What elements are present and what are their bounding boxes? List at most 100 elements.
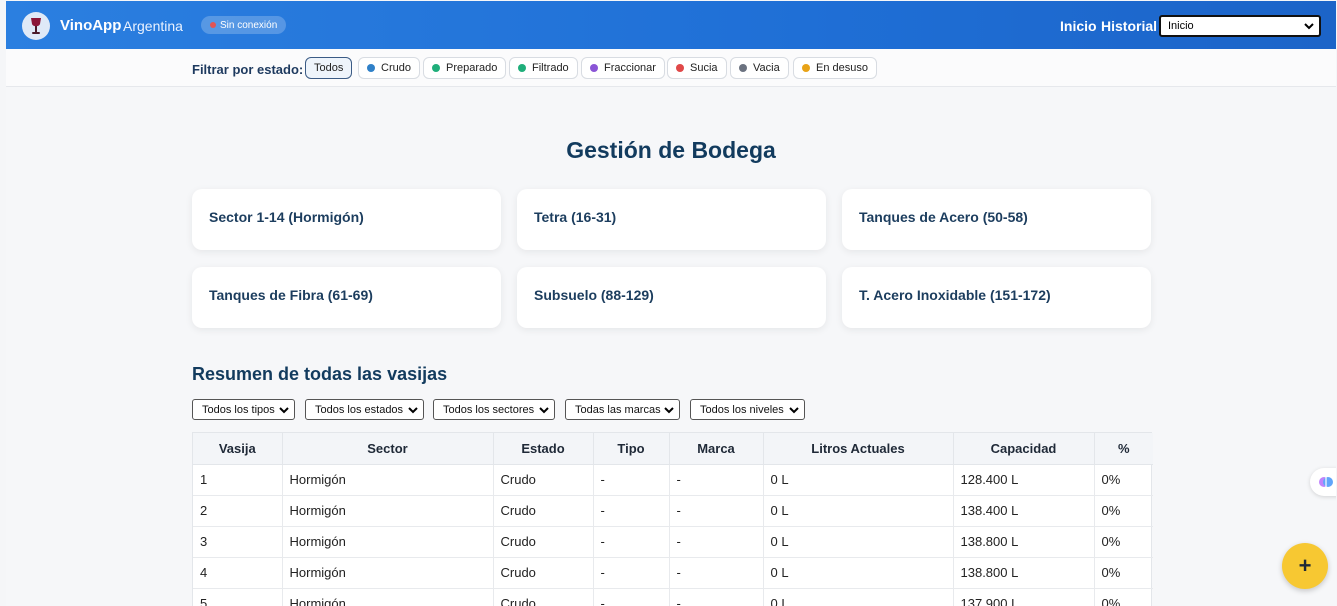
filter-chip-vacia[interactable]: Vacia bbox=[730, 57, 789, 79]
filter-chip-label: Fraccionar bbox=[604, 62, 656, 74]
filter-chip-crudo[interactable]: Crudo bbox=[358, 57, 420, 79]
filter-chip-label: Todos bbox=[314, 62, 344, 74]
summary-title: Resumen de todas las vasijas bbox=[192, 364, 448, 384]
sector-card[interactable]: Sector 1-14 (Hormigón) bbox=[192, 189, 501, 250]
page-select[interactable]: Inicio bbox=[1159, 15, 1321, 37]
chevron-down-icon bbox=[408, 407, 418, 414]
table-cell: Hormigón bbox=[282, 526, 494, 558]
sector-card[interactable]: T. Acero Inoxidable (151-172) bbox=[842, 267, 1151, 328]
table-cell: - bbox=[669, 526, 764, 558]
assistant-tab[interactable] bbox=[1310, 468, 1336, 496]
vessels-table: Vasija Sector Estado Tipo Marca Litros A… bbox=[192, 432, 1153, 606]
table-cell: - bbox=[669, 557, 764, 589]
status-dot-icon bbox=[590, 64, 598, 72]
table-header-row: Vasija Sector Estado Tipo Marca Litros A… bbox=[193, 433, 1153, 465]
filter-chip-label: Preparado bbox=[446, 62, 498, 74]
nav-link-inicio[interactable]: Inicio bbox=[1060, 18, 1097, 34]
filter-chip-label: Crudo bbox=[381, 62, 411, 74]
filter-chip-label: Sucia bbox=[690, 62, 718, 74]
table-cell: 0% bbox=[1094, 464, 1153, 496]
column-header[interactable]: Vasija bbox=[193, 433, 283, 465]
status-dot-icon bbox=[367, 64, 375, 72]
brand-name[interactable]: VinoApp bbox=[60, 17, 122, 34]
table-cell: Crudo bbox=[493, 557, 594, 589]
sector-card[interactable]: Subsuelo (88-129) bbox=[517, 267, 826, 328]
chevron-down-icon bbox=[789, 407, 799, 414]
status-dot-icon bbox=[676, 64, 684, 72]
filter-chip-en-desuso[interactable]: En desuso bbox=[793, 57, 877, 79]
connection-status-badge: Sin conexión bbox=[201, 16, 287, 34]
filter-select-nivel[interactable]: Todos los niveles bbox=[690, 399, 805, 420]
sector-card[interactable]: Tanques de Fibra (61-69) bbox=[192, 267, 501, 328]
table-row[interactable]: 5 Hormigón Crudo - - 0 L 137.900 L 0% bbox=[193, 588, 1153, 606]
table-cell: 0 L bbox=[763, 557, 954, 589]
table-cell: 0 L bbox=[763, 464, 954, 496]
column-header[interactable]: Litros Actuales bbox=[763, 433, 954, 465]
column-header[interactable]: Sector bbox=[282, 433, 494, 465]
table-cell: - bbox=[669, 464, 764, 496]
filter-chip-label: Filtrado bbox=[532, 62, 569, 74]
chevron-down-icon bbox=[664, 407, 674, 414]
app-window: VinoApp Argentina Sin conexión Inicio Hi… bbox=[6, 1, 1336, 606]
table-cell: 0 L bbox=[763, 588, 954, 606]
table-cell: 5 bbox=[193, 588, 283, 606]
column-header[interactable]: % bbox=[1094, 433, 1153, 465]
table-cell: Crudo bbox=[493, 464, 594, 496]
table-cell: Crudo bbox=[493, 495, 594, 527]
table-cell: - bbox=[593, 588, 670, 606]
table-cell: 3 bbox=[193, 526, 283, 558]
column-header[interactable]: Capacidad bbox=[953, 433, 1095, 465]
brand-country: Argentina bbox=[123, 18, 183, 34]
add-fab-button[interactable]: + bbox=[1282, 543, 1328, 589]
table-row[interactable]: 2 Hormigón Crudo - - 0 L 138.400 L 0% bbox=[193, 495, 1153, 527]
table-cell: 0% bbox=[1094, 526, 1153, 558]
filter-chip-preparado[interactable]: Preparado bbox=[423, 57, 507, 79]
brain-icon bbox=[1319, 477, 1333, 487]
table-cell: 0 L bbox=[763, 526, 954, 558]
column-header[interactable]: Estado bbox=[493, 433, 594, 465]
top-navbar: VinoApp Argentina Sin conexión Inicio Hi… bbox=[6, 1, 1336, 49]
table-cell: 138.800 L bbox=[953, 526, 1095, 558]
filter-select-estado[interactable]: Todos los estados bbox=[305, 399, 424, 420]
column-header[interactable]: Tipo bbox=[593, 433, 670, 465]
table-cell: 0 L bbox=[763, 495, 954, 527]
filter-select-value: Todos los estados bbox=[315, 403, 404, 416]
filter-chip-sucia[interactable]: Sucia bbox=[667, 57, 727, 79]
filter-chip-filtrado[interactable]: Filtrado bbox=[509, 57, 578, 79]
table-cell: 1 bbox=[193, 464, 283, 496]
table-cell: - bbox=[669, 495, 764, 527]
chevron-down-icon bbox=[539, 407, 549, 414]
status-dot-icon bbox=[518, 64, 526, 72]
sector-card[interactable]: Tanques de Acero (50-58) bbox=[842, 189, 1151, 250]
table-cell: 0% bbox=[1094, 588, 1153, 606]
filter-chip-label: Vacia bbox=[753, 62, 780, 74]
filter-select-value: Todas las marcas bbox=[575, 403, 661, 416]
table-cell: 0% bbox=[1094, 495, 1153, 527]
table-row[interactable]: 4 Hormigón Crudo - - 0 L 138.800 L 0% bbox=[193, 557, 1153, 589]
wine-glass-icon[interactable] bbox=[22, 12, 50, 40]
filter-select-tipo[interactable]: Todos los tipos bbox=[192, 399, 295, 420]
nav-link-historial[interactable]: Historial bbox=[1101, 18, 1158, 34]
table-cell: 138.800 L bbox=[953, 557, 1095, 589]
filter-select-value: Todos los tipos bbox=[202, 403, 275, 416]
table-cell: Hormigón bbox=[282, 495, 494, 527]
filter-chip-label: En desuso bbox=[816, 62, 868, 74]
sector-card[interactable]: Tetra (16-31) bbox=[517, 189, 826, 250]
table-cell: - bbox=[593, 557, 670, 589]
connection-status-label: Sin conexión bbox=[220, 19, 278, 31]
filter-select-value: Todos los sectores bbox=[443, 403, 535, 416]
filter-chip-todos[interactable]: Todos bbox=[305, 57, 353, 79]
table-row[interactable]: 3 Hormigón Crudo - - 0 L 138.800 L 0% bbox=[193, 526, 1153, 558]
status-dot-icon bbox=[432, 64, 440, 72]
table-row[interactable]: 1 Hormigón Crudo - - 0 L 128.400 L 0% bbox=[193, 464, 1153, 496]
table-cell: Crudo bbox=[493, 526, 594, 558]
filter-select-sector[interactable]: Todos los sectores bbox=[433, 399, 555, 420]
filter-chip-fraccionar[interactable]: Fraccionar bbox=[581, 57, 665, 79]
status-dot-icon bbox=[802, 64, 810, 72]
table-cell: 2 bbox=[193, 495, 283, 527]
filter-select-marca[interactable]: Todas las marcas bbox=[565, 399, 680, 420]
column-header[interactable]: Marca bbox=[669, 433, 764, 465]
offline-dot-icon bbox=[210, 22, 216, 28]
table-cell: 4 bbox=[193, 557, 283, 589]
table-cell: - bbox=[593, 464, 670, 496]
